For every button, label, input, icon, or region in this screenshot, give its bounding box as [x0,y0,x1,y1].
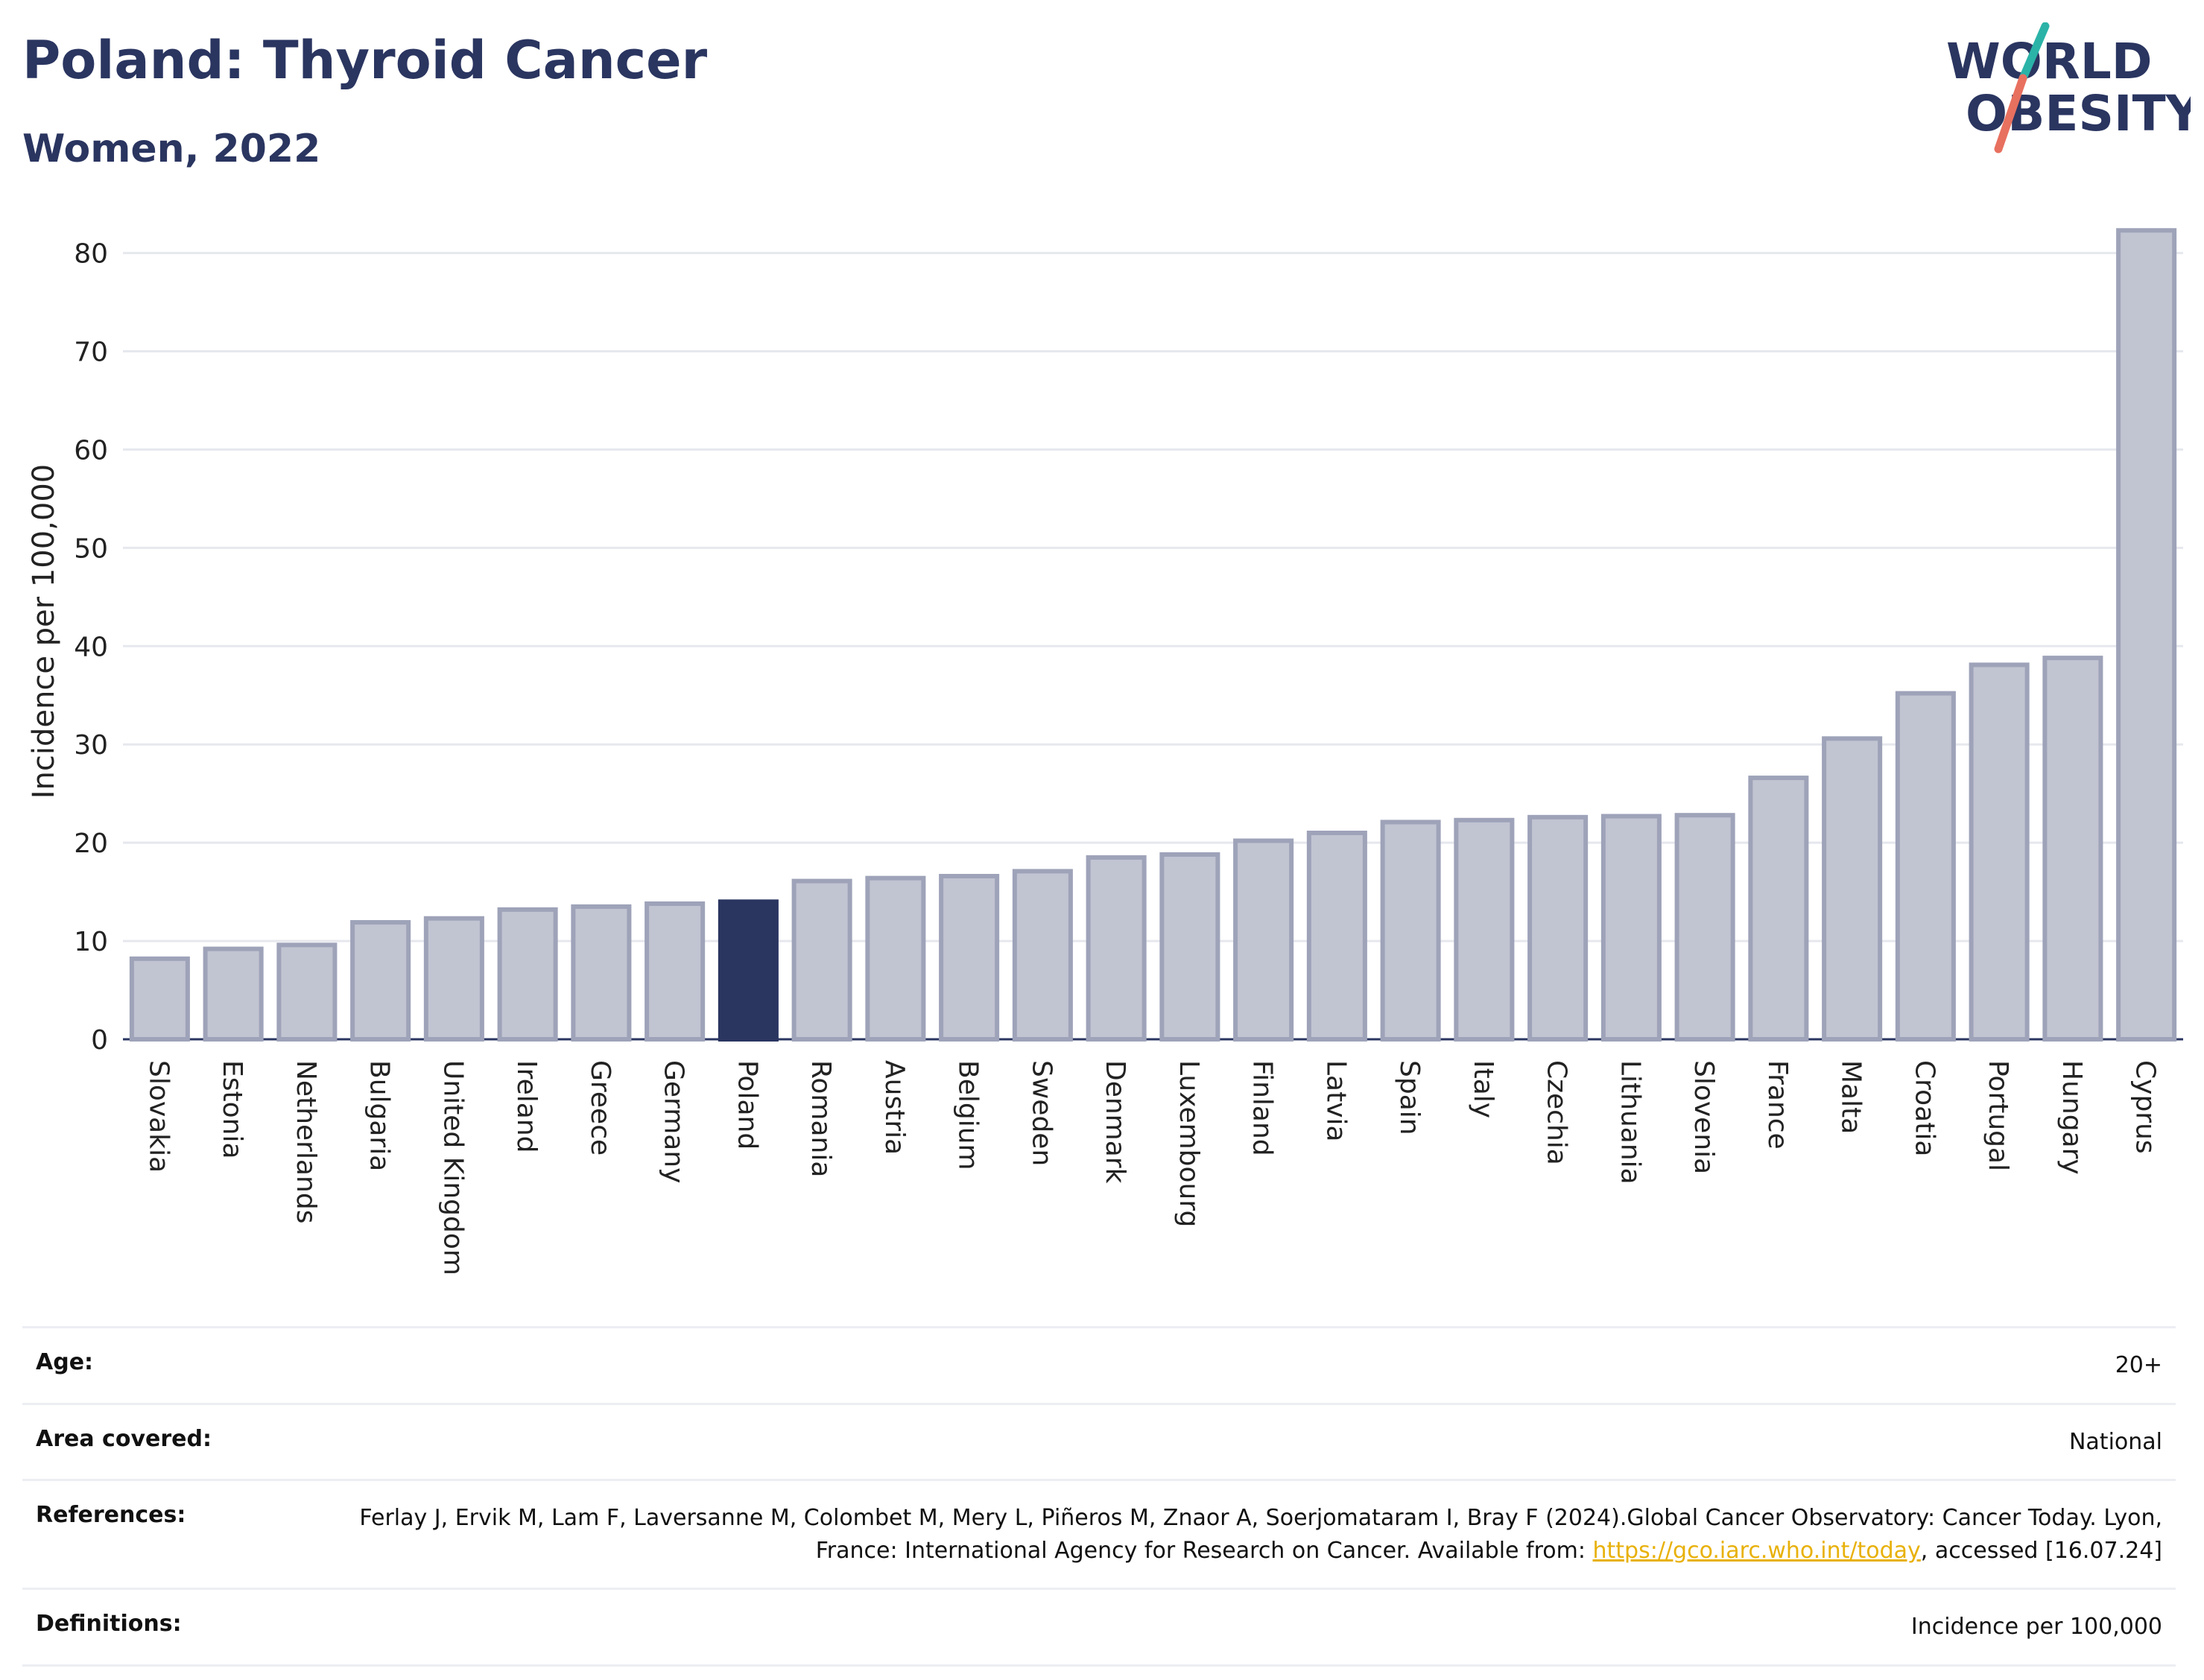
bar [1895,691,1956,1042]
bar [1380,820,1441,1042]
x-tick-label: Portugal [1983,1060,2013,1171]
logo-line2: OBESITY [1966,85,2191,142]
y-tick-label: 30 [74,730,108,761]
x-tick-label: Romania [805,1060,836,1177]
x-tick-label: Czechia [1542,1060,1572,1165]
bar [129,956,190,1042]
x-tick-label: Luxembourg [1174,1060,1204,1227]
x-tick-label: Malta [1836,1060,1866,1134]
page-subtitle: Women, 2022 [22,127,321,171]
bar [350,920,411,1042]
bar [1527,814,1589,1042]
bar [423,916,484,1042]
definitions-value: Incidence per 100,000 [1910,1614,2162,1640]
x-tick-label: Netherlands [291,1060,321,1223]
info-table: Age: 20+ Area covered: National Referenc… [22,1326,2176,1667]
world-obesity-logo: WORLD OBESITY [1946,22,2191,153]
bar [865,875,926,1042]
bar [1233,838,1294,1042]
x-tick-label: Austria [879,1060,910,1155]
x-tick-label: Estonia [217,1060,247,1159]
age-label: Age: [36,1349,94,1375]
bar [1012,869,1073,1042]
logo-line1: WORLD [1946,33,2153,90]
x-tick-label: Poland [732,1060,762,1150]
y-tick-label: 10 [74,927,108,957]
x-tick-label: Lithuania [1615,1060,1645,1185]
y-tick-label: 20 [74,828,108,859]
page-title: Poland: Thyroid Cancer [22,30,708,91]
bar [571,904,632,1042]
definitions-label: Definitions: [36,1611,182,1637]
age-value: 20+ [2115,1352,2162,1378]
references-value: Ferlay J, Ervik M, Lam F, Laversanne M, … [300,1502,2162,1567]
bar [203,946,264,1042]
info-row-area: Area covered: National [22,1402,2176,1480]
x-tick-label: Belgium [953,1060,984,1170]
logo-slash-bottom [1994,74,2027,153]
info-row-age: Age: 20+ [22,1326,2176,1403]
bar [645,901,706,1042]
bar [2116,228,2177,1042]
bar-chart: 0 10 20 30 40 50 60 70 80 Incidence per 100,000 Sl… [27,228,2183,1275]
y-tick-label: 50 [74,533,108,564]
bar [1822,736,1883,1042]
y-tick-label: 0 [91,1025,108,1056]
y-tick-label: 40 [74,632,108,662]
x-tick-label: Latvia [1320,1060,1351,1142]
y-tick-label: 70 [74,337,108,368]
bar [2042,656,2103,1042]
bar [497,907,558,1042]
x-tick-label: Germany [659,1060,689,1183]
bar [939,874,1000,1042]
area-label: Area covered: [36,1425,212,1452]
bar [1600,814,1662,1042]
x-tick-label: Cyprus [2130,1060,2161,1154]
logo-slash-top [2018,22,2050,83]
bar [1454,817,1515,1042]
bar [1748,776,1809,1042]
references-accessed: , accessed [16.07.24] [1920,1537,2162,1564]
y-tick-label: 80 [74,239,108,270]
bar [1969,662,2030,1042]
bar [1674,813,1735,1042]
x-tick-label: United Kingdom [437,1060,468,1275]
info-row-definitions: Definitions: Incidence per 100,000 [22,1588,2176,1667]
x-tick-label: Finland [1247,1060,1278,1156]
bar [1086,855,1147,1042]
bar [1159,852,1220,1042]
x-tick-label: France [1762,1060,1793,1150]
bar [276,942,338,1042]
x-tick-label: Italy [1468,1060,1498,1118]
bar [718,899,779,1042]
x-tick-label: Sweden [1026,1060,1057,1166]
x-tick-label: Ireland [511,1060,542,1153]
info-row-references: References: Ferlay J, Ervik M, Lam F, La… [22,1479,2176,1588]
x-tick-label: Croatia [1909,1060,1939,1156]
y-axis-label: Incidence per 100,000 [27,464,61,799]
references-label: References: [36,1502,186,1528]
x-tick-label: Hungary [2056,1060,2087,1175]
y-tick-label: 60 [74,435,108,466]
x-tick-label: Greece [585,1060,615,1156]
x-tick-label: Spain [1394,1060,1425,1135]
x-tick-label: Slovenia [1688,1060,1719,1174]
references-text: Ferlay J, Ervik M, Lam F, Laversanne M, … [359,1505,2162,1564]
references-link[interactable]: https://gco.iarc.who.int/today [1592,1537,1921,1564]
area-value: National [2068,1428,2162,1455]
bar [791,878,852,1042]
bar [1306,830,1367,1042]
x-tick-label: Bulgaria [364,1060,395,1171]
x-tick-label: Slovakia [143,1060,174,1173]
x-tick-label: Denmark [1100,1060,1130,1184]
